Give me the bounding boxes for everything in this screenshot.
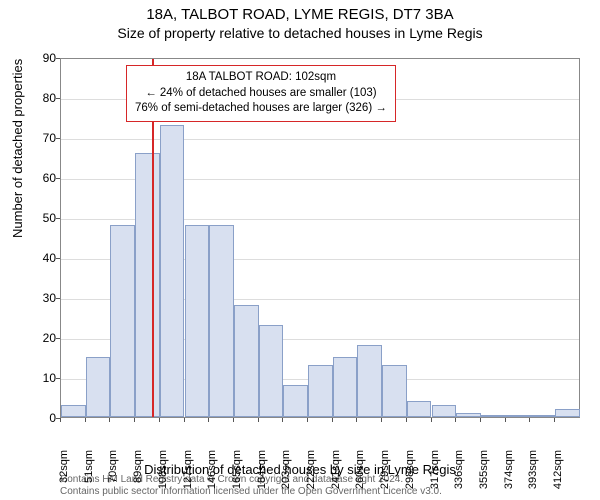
x-tick-label: 412sqm (552, 450, 564, 500)
y-tick-label: 20 (16, 331, 56, 345)
x-tick-mark (406, 418, 407, 422)
gridline (61, 139, 579, 140)
x-tick-label: 184sqm (256, 450, 268, 500)
y-tick-mark (56, 58, 60, 59)
title-line-1: 18A, TALBOT ROAD, LYME REGIS, DT7 3BA (0, 6, 600, 23)
y-tick-label: 60 (16, 171, 56, 185)
x-tick-label: 393sqm (527, 450, 539, 500)
x-tick-label: 165sqm (231, 450, 243, 500)
x-tick-mark (109, 418, 110, 422)
histogram-bar (259, 325, 284, 417)
histogram-bar (160, 125, 185, 417)
x-tick-mark (505, 418, 506, 422)
y-tick-label: 0 (16, 411, 56, 425)
x-tick-mark (356, 418, 357, 422)
x-tick-mark (159, 418, 160, 422)
histogram-bar (333, 357, 358, 417)
x-tick-label: 89sqm (132, 450, 144, 500)
x-tick-mark (134, 418, 135, 422)
histogram-bar (86, 357, 111, 417)
x-tick-label: 203sqm (280, 450, 292, 500)
x-tick-mark (480, 418, 481, 422)
histogram-bar (283, 385, 308, 417)
histogram-bar (185, 225, 210, 417)
x-tick-label: 317sqm (429, 450, 441, 500)
histogram-bar (456, 413, 481, 417)
y-tick-mark (56, 178, 60, 179)
histogram-bar (234, 305, 259, 417)
y-tick-label: 70 (16, 131, 56, 145)
x-tick-label: 127sqm (182, 450, 194, 500)
y-tick-mark (56, 378, 60, 379)
x-tick-mark (85, 418, 86, 422)
chart-plot-area: 18A TALBOT ROAD: 102sqm← 24% of detached… (60, 58, 580, 418)
y-tick-label: 30 (16, 291, 56, 305)
histogram-bar (555, 409, 580, 417)
x-tick-label: 374sqm (503, 450, 515, 500)
x-tick-label: 355sqm (478, 450, 490, 500)
x-tick-mark (184, 418, 185, 422)
x-tick-label: 70sqm (107, 450, 119, 500)
x-tick-label: 298sqm (404, 450, 416, 500)
x-tick-mark (431, 418, 432, 422)
histogram-bar (61, 405, 86, 417)
x-tick-label: 279sqm (379, 450, 391, 500)
histogram-bar (432, 405, 457, 417)
histogram-bar (407, 401, 432, 417)
y-tick-mark (56, 258, 60, 259)
y-tick-mark (56, 98, 60, 99)
y-tick-mark (56, 138, 60, 139)
histogram-bar (135, 153, 160, 417)
x-tick-label: 146sqm (206, 450, 218, 500)
x-tick-mark (455, 418, 456, 422)
annotation-line: ← 24% of detached houses are smaller (10… (135, 86, 387, 102)
x-tick-label: 32sqm (58, 450, 70, 500)
y-tick-label: 90 (16, 51, 56, 65)
title-line-2: Size of property relative to detached ho… (0, 25, 600, 41)
chart-title-block: 18A, TALBOT ROAD, LYME REGIS, DT7 3BA Si… (0, 6, 600, 41)
histogram-bar (308, 365, 333, 417)
y-tick-label: 10 (16, 371, 56, 385)
y-tick-mark (56, 218, 60, 219)
histogram-bar (506, 415, 531, 417)
x-tick-mark (60, 418, 61, 422)
x-tick-mark (208, 418, 209, 422)
x-tick-mark (282, 418, 283, 422)
y-tick-mark (56, 298, 60, 299)
x-tick-mark (554, 418, 555, 422)
histogram-bar (357, 345, 382, 417)
y-tick-mark (56, 338, 60, 339)
x-tick-mark (332, 418, 333, 422)
annotation-line: 18A TALBOT ROAD: 102sqm (135, 70, 387, 86)
histogram-bar (382, 365, 407, 417)
y-tick-label: 80 (16, 91, 56, 105)
annotation-line: 76% of semi-detached houses are larger (… (135, 101, 387, 117)
x-tick-label: 260sqm (354, 450, 366, 500)
x-tick-mark (381, 418, 382, 422)
y-tick-label: 50 (16, 211, 56, 225)
x-tick-mark (233, 418, 234, 422)
x-tick-mark (258, 418, 259, 422)
histogram-bar (530, 415, 555, 417)
x-tick-label: 241sqm (330, 450, 342, 500)
histogram-bar (209, 225, 234, 417)
x-tick-mark (529, 418, 530, 422)
x-tick-label: 108sqm (157, 450, 169, 500)
x-tick-label: 336sqm (453, 450, 465, 500)
histogram-bar (481, 415, 506, 417)
x-tick-label: 222sqm (305, 450, 317, 500)
x-tick-mark (307, 418, 308, 422)
histogram-bar (110, 225, 135, 417)
x-tick-label: 51sqm (83, 450, 95, 500)
annotation-box: 18A TALBOT ROAD: 102sqm← 24% of detached… (126, 65, 396, 122)
y-tick-label: 40 (16, 251, 56, 265)
